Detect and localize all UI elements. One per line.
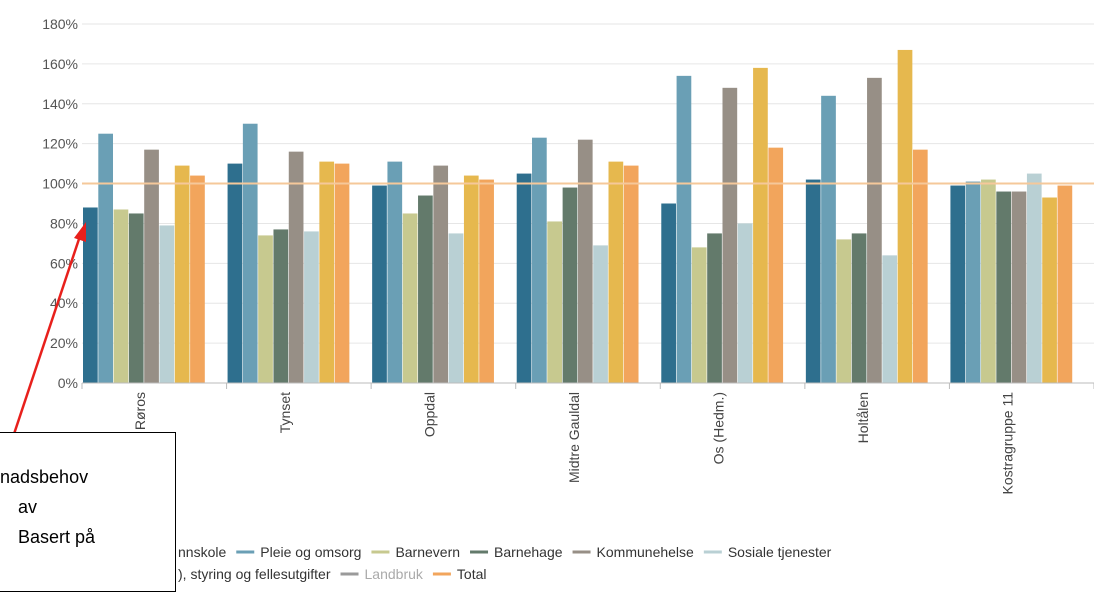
legend-entry: Barnevern — [395, 544, 460, 560]
y-tick-label: 100% — [42, 176, 78, 192]
bar — [334, 163, 350, 383]
annotation-line-3: Basert på — [18, 527, 96, 547]
bar — [532, 137, 547, 383]
bar — [996, 191, 1012, 383]
bar — [562, 187, 578, 383]
category-label: Røros — [132, 392, 148, 430]
bar — [273, 229, 289, 383]
category-label: Os (Hedm.) — [710, 392, 726, 464]
bar — [691, 247, 707, 383]
bar — [753, 67, 768, 383]
bar — [402, 213, 418, 383]
bar — [128, 213, 144, 383]
y-tick-label: 140% — [42, 96, 78, 112]
bar — [98, 133, 113, 383]
bar — [707, 233, 722, 383]
legend-entry: Total — [457, 566, 487, 582]
bar — [882, 255, 898, 383]
bar — [433, 165, 449, 383]
annotation-line-1: nadsbehov — [0, 467, 89, 487]
bar — [821, 95, 836, 384]
bar — [144, 149, 159, 383]
y-tick-label: 0% — [58, 375, 78, 391]
bar — [113, 209, 129, 383]
category-label: Tynset — [277, 392, 293, 433]
legend-entry: ), styring og fellesutgifter — [178, 566, 331, 582]
bar — [83, 207, 98, 383]
legend-entry: Sosiale tjenester — [728, 544, 832, 560]
y-tick-label: 80% — [50, 215, 78, 231]
bar — [593, 245, 608, 383]
y-tick-label: 120% — [42, 136, 78, 152]
bar — [227, 163, 243, 383]
bar — [981, 179, 996, 383]
bar — [950, 185, 966, 383]
category-label: Midtre Gauldal — [566, 392, 582, 483]
bar — [722, 87, 738, 384]
legend-entry: Pleie og omsorg — [260, 544, 361, 560]
bar — [851, 233, 867, 383]
bar — [661, 203, 676, 383]
bar — [897, 49, 913, 384]
bar — [805, 179, 821, 383]
bar — [1026, 173, 1042, 383]
bar — [448, 233, 464, 383]
annotation-box: nadsbehov av Basert på — [0, 432, 176, 592]
bar — [304, 231, 319, 383]
bar — [547, 221, 563, 383]
bar — [288, 151, 304, 383]
bar — [608, 161, 624, 383]
bar — [516, 173, 532, 383]
y-tick-label: 180% — [42, 16, 78, 32]
y-tick-label: 40% — [50, 295, 78, 311]
bar — [159, 225, 175, 383]
annotation-arrow-head — [74, 222, 86, 242]
category-label: Holtålen — [855, 392, 871, 443]
bar — [1057, 185, 1073, 383]
bar — [912, 149, 928, 383]
bar — [387, 161, 403, 383]
bar — [372, 185, 387, 383]
legend-entry: Kommunehelse — [597, 544, 694, 560]
bar — [768, 147, 784, 383]
bar — [623, 165, 639, 383]
bar — [965, 181, 981, 383]
bar — [676, 75, 692, 383]
bar — [319, 161, 335, 383]
y-tick-label: 160% — [42, 56, 78, 72]
category-label: Kostragruppe 11 — [1000, 392, 1016, 495]
annotation-arrow-line — [0, 235, 82, 471]
bar — [1042, 197, 1057, 383]
bar — [463, 175, 479, 383]
annotation-line-2: av — [18, 497, 38, 517]
bar — [1011, 191, 1027, 383]
legend-entry: Barnehage — [494, 544, 563, 560]
bar — [418, 195, 433, 383]
bar — [867, 77, 882, 383]
bar — [577, 139, 593, 383]
y-tick-label: 20% — [50, 335, 78, 351]
bar — [190, 175, 205, 383]
legend-entry: Landbruk — [365, 566, 424, 582]
bar — [258, 235, 273, 383]
bar — [174, 165, 190, 383]
legend-entry: nnskole — [178, 544, 226, 560]
bar — [479, 179, 494, 383]
bar — [737, 223, 753, 383]
bar — [242, 123, 258, 383]
bar — [836, 239, 852, 383]
category-label: Oppdal — [421, 392, 437, 437]
